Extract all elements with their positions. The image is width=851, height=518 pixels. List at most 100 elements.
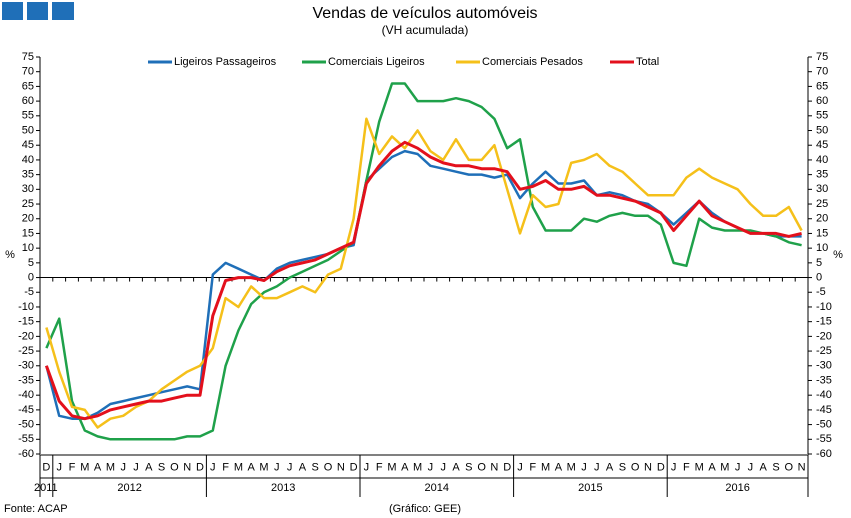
y-tick-label: 60 bbox=[22, 95, 34, 107]
x-tick-label: J bbox=[287, 461, 293, 473]
y-tick-label: 30 bbox=[22, 183, 34, 195]
x-tick-label: O bbox=[631, 461, 640, 473]
x-tick-label: M bbox=[413, 461, 422, 473]
y-tick-label: -40 bbox=[18, 389, 34, 401]
y2-tick-label: -10 bbox=[816, 301, 832, 313]
x-tick-label: A bbox=[708, 461, 716, 473]
chart-title: Vendas de veículos automóveis bbox=[312, 5, 537, 22]
y2-tick-label: 5 bbox=[816, 257, 822, 269]
logo-square bbox=[2, 2, 23, 20]
x-tick-label: J bbox=[581, 461, 587, 473]
y2-tick-label: -45 bbox=[816, 404, 832, 416]
x-tick-label: O bbox=[785, 461, 794, 473]
month-row bbox=[39, 454, 809, 479]
x-tick-label: O bbox=[324, 461, 333, 473]
y-tick-label: -25 bbox=[18, 345, 34, 357]
x-tick-label: M bbox=[541, 461, 550, 473]
y-tick-label: 10 bbox=[22, 242, 34, 254]
x-tick-label: J bbox=[594, 461, 600, 473]
y-tick-label: 5 bbox=[28, 257, 34, 269]
y-tick-label: 0 bbox=[28, 271, 34, 283]
year-label: 2014 bbox=[425, 482, 449, 494]
x-tick-label: J bbox=[120, 461, 126, 473]
y2-tick-label: 65 bbox=[816, 80, 828, 92]
x-tick-label: M bbox=[80, 461, 89, 473]
x-tick-label: N bbox=[490, 461, 498, 473]
series-line bbox=[45, 117, 803, 429]
x-tick-label: A bbox=[248, 461, 256, 473]
x-tick-label: F bbox=[376, 461, 383, 473]
y2-axis-label: % bbox=[833, 249, 843, 261]
y2-tick-label: 50 bbox=[816, 124, 828, 136]
x-tick-label: J bbox=[671, 461, 677, 473]
x-tick-label: F bbox=[222, 461, 229, 473]
y-tick-label: 45 bbox=[22, 139, 34, 151]
y2-tick-label: -40 bbox=[816, 389, 832, 401]
source: Fonte: ACAP bbox=[4, 503, 68, 515]
y-tick-label: 55 bbox=[22, 110, 34, 122]
x-tick-label: S bbox=[312, 461, 319, 473]
x-tick-label: S bbox=[465, 461, 472, 473]
x-tick-label: M bbox=[259, 461, 268, 473]
y-tick-label: -55 bbox=[18, 433, 34, 445]
x-tick-label: M bbox=[567, 461, 576, 473]
y2-tick-label: -55 bbox=[816, 433, 832, 445]
x-tick-label: J bbox=[748, 461, 754, 473]
y-tick-label: -45 bbox=[18, 404, 34, 416]
y-tick-label: 50 bbox=[22, 124, 34, 136]
y-tick-label: 65 bbox=[22, 80, 34, 92]
y2-tick-label: -5 bbox=[816, 286, 826, 298]
y-tick-label: 70 bbox=[22, 66, 34, 78]
logo-square bbox=[27, 2, 48, 20]
y2-tick-label: 30 bbox=[816, 183, 828, 195]
x-tick-label: A bbox=[760, 461, 768, 473]
x-tick-label: J bbox=[133, 461, 139, 473]
x-tick-label: F bbox=[529, 461, 536, 473]
series-line bbox=[44, 140, 802, 421]
y2-tick-label: -25 bbox=[816, 345, 832, 357]
y2-tick-label: -20 bbox=[816, 330, 832, 342]
x-tick-label: J bbox=[364, 461, 370, 473]
chart-subtitle: (VH acumulada) bbox=[382, 23, 469, 37]
year-label: 2012 bbox=[117, 482, 141, 494]
x-tick-label: D bbox=[657, 461, 665, 473]
y2-tick-label: 60 bbox=[816, 95, 828, 107]
y-tick-label: -10 bbox=[18, 301, 34, 313]
x-tick-label: M bbox=[234, 461, 243, 473]
y2-tick-label: 25 bbox=[816, 198, 828, 210]
x-tick-label: D bbox=[196, 461, 204, 473]
legend-label: Comerciais Pesados bbox=[482, 56, 583, 68]
x-tick-label: M bbox=[695, 461, 704, 473]
x-tick-label: A bbox=[299, 461, 307, 473]
x-tick-label: N bbox=[798, 461, 806, 473]
x-tick-label: A bbox=[145, 461, 153, 473]
y2-tick-label: -60 bbox=[816, 448, 832, 460]
x-tick-label: N bbox=[183, 461, 191, 473]
x-tick-label: J bbox=[440, 461, 446, 473]
x-tick-label: J bbox=[517, 461, 523, 473]
y2-tick-label: 10 bbox=[816, 242, 828, 254]
y-tick-label: -35 bbox=[18, 374, 34, 386]
y2-tick-label: -30 bbox=[816, 360, 832, 372]
year-label: 2016 bbox=[725, 482, 749, 494]
x-tick-label: F bbox=[683, 461, 690, 473]
x-tick-label: N bbox=[644, 461, 652, 473]
x-tick-label: A bbox=[94, 461, 102, 473]
y2-tick-label: 15 bbox=[816, 227, 828, 239]
year-label: 2015 bbox=[578, 482, 602, 494]
x-tick-label: O bbox=[477, 461, 486, 473]
y2-tick-label: 20 bbox=[816, 213, 828, 225]
x-tick-label: A bbox=[452, 461, 460, 473]
x-tick-label: J bbox=[210, 461, 216, 473]
x-tick-label: S bbox=[619, 461, 626, 473]
x-tick-label: O bbox=[170, 461, 179, 473]
x-tick-label: M bbox=[106, 461, 115, 473]
x-tick-label: J bbox=[56, 461, 62, 473]
y-tick-label: 15 bbox=[22, 227, 34, 239]
x-tick-label: D bbox=[42, 461, 50, 473]
x-tick-label: J bbox=[428, 461, 434, 473]
y-tick-label: -50 bbox=[18, 418, 34, 430]
x-tick-label: D bbox=[350, 461, 358, 473]
year-label: 2013 bbox=[271, 482, 295, 494]
